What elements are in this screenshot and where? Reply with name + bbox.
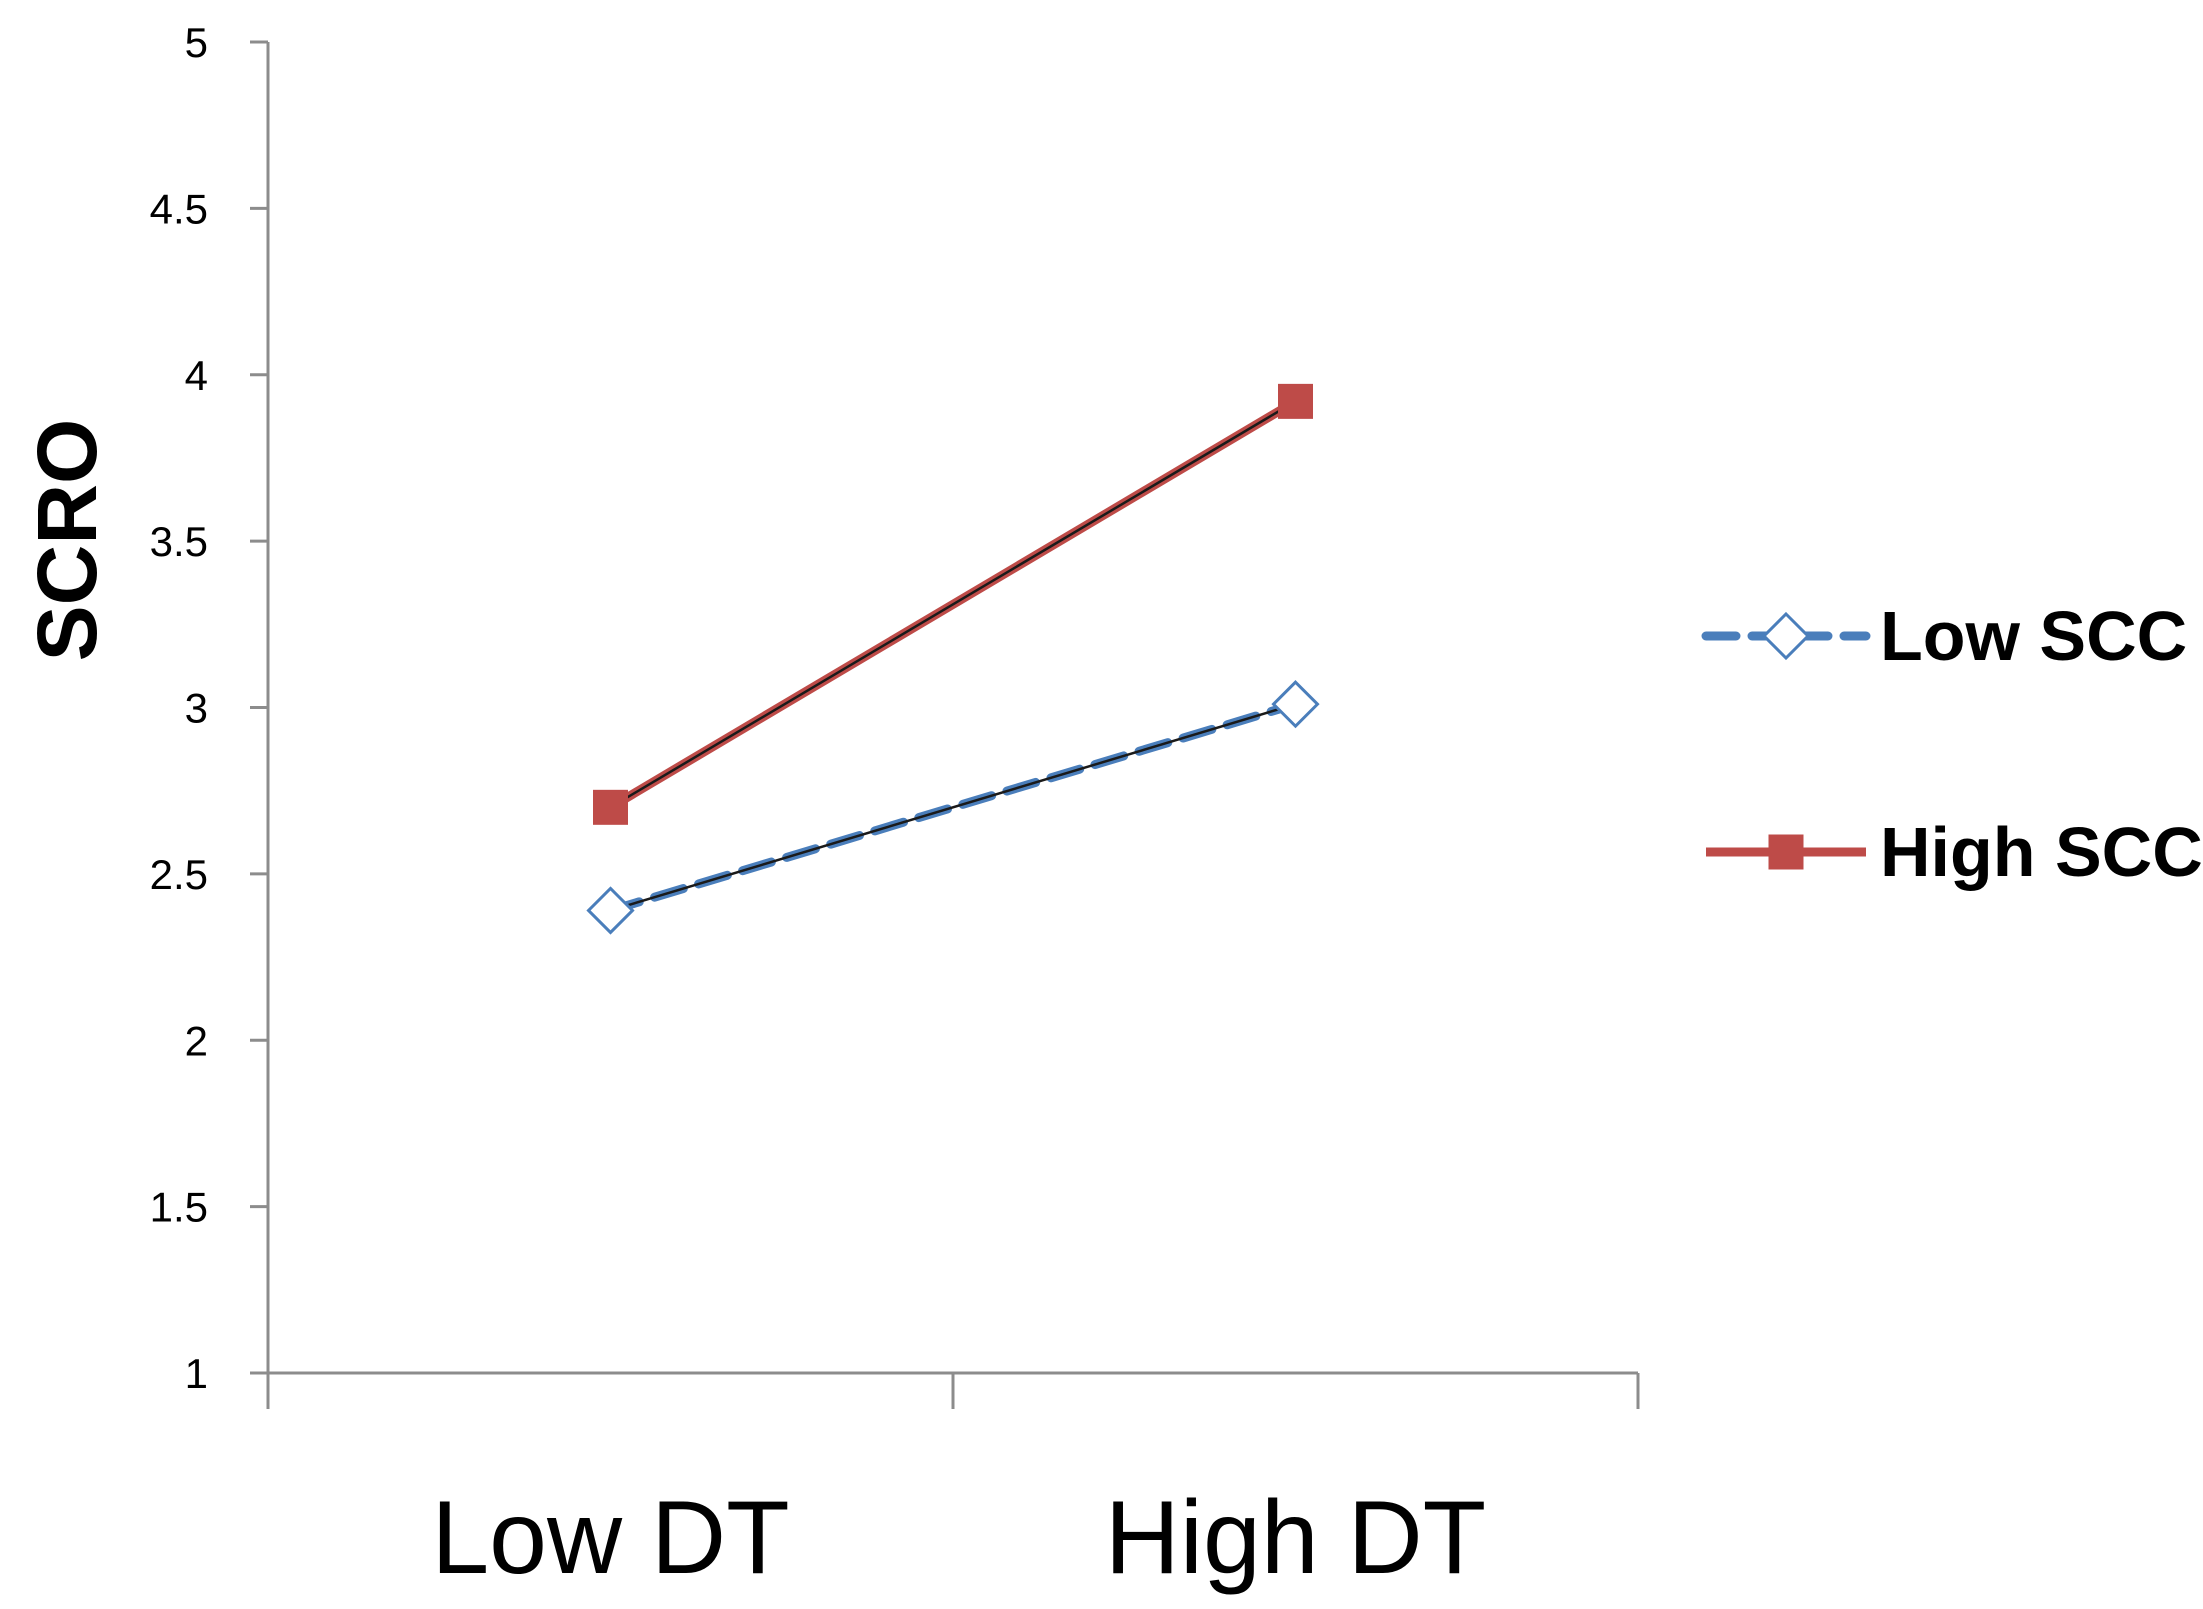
y-tick-label: 3.5 — [150, 518, 208, 565]
y-tick-label: 4 — [185, 352, 208, 399]
series-low-scc — [586, 680, 1320, 935]
y-tick-label: 1.5 — [150, 1184, 208, 1231]
y-tick-label: 4.5 — [150, 185, 208, 232]
data-point — [593, 789, 628, 825]
y-axis-title: SCRO — [20, 419, 114, 662]
trend-line — [609, 400, 1297, 809]
x-category-label: High DT — [1105, 1480, 1486, 1596]
y-tick-label: 1 — [185, 1350, 208, 1397]
legend-marker — [1768, 834, 1804, 870]
axes: 1 1.5 2 2.5 3 3.5 4 4.5 5 Low DT High DT — [150, 19, 1640, 1596]
legend-label: Low SCC — [1880, 597, 2187, 675]
y-tick-label: 3 — [185, 685, 208, 732]
y-tick-label: 5 — [185, 19, 208, 66]
x-axis-ticks: Low DT High DT — [266, 1373, 1640, 1596]
y-tick-label: 2.5 — [150, 851, 208, 898]
series-layer — [586, 383, 1320, 935]
data-point — [1278, 383, 1313, 419]
legend-item: Low SCC — [1701, 597, 2187, 675]
legend: Low SCC High SCC — [1701, 597, 2203, 891]
trend-line — [610, 702, 1296, 912]
legend-item: High SCC — [1706, 813, 2203, 891]
legend-marker — [1761, 611, 1811, 661]
series-high-scc — [593, 383, 1313, 825]
y-axis-ticks: 1 1.5 2 2.5 3 3.5 4 4.5 5 — [150, 19, 268, 1397]
data-point — [586, 886, 635, 935]
y-tick-label: 2 — [185, 1017, 208, 1064]
x-category-label: Low DT — [431, 1480, 789, 1596]
data-point — [1271, 680, 1320, 729]
legend-label: High SCC — [1880, 813, 2203, 891]
